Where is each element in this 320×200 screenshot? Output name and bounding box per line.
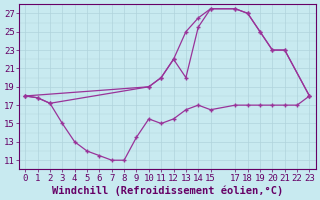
- X-axis label: Windchill (Refroidissement éolien,°C): Windchill (Refroidissement éolien,°C): [52, 185, 283, 196]
